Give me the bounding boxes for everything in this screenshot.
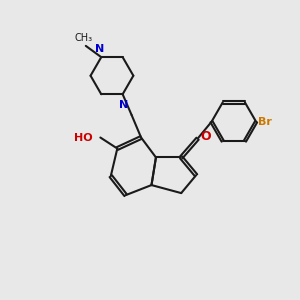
Text: HO: HO	[74, 133, 93, 142]
Text: O: O	[200, 130, 211, 143]
Text: Br: Br	[259, 117, 272, 127]
Text: CH₃: CH₃	[75, 33, 93, 43]
Text: N: N	[119, 100, 128, 110]
Text: N: N	[95, 44, 105, 54]
